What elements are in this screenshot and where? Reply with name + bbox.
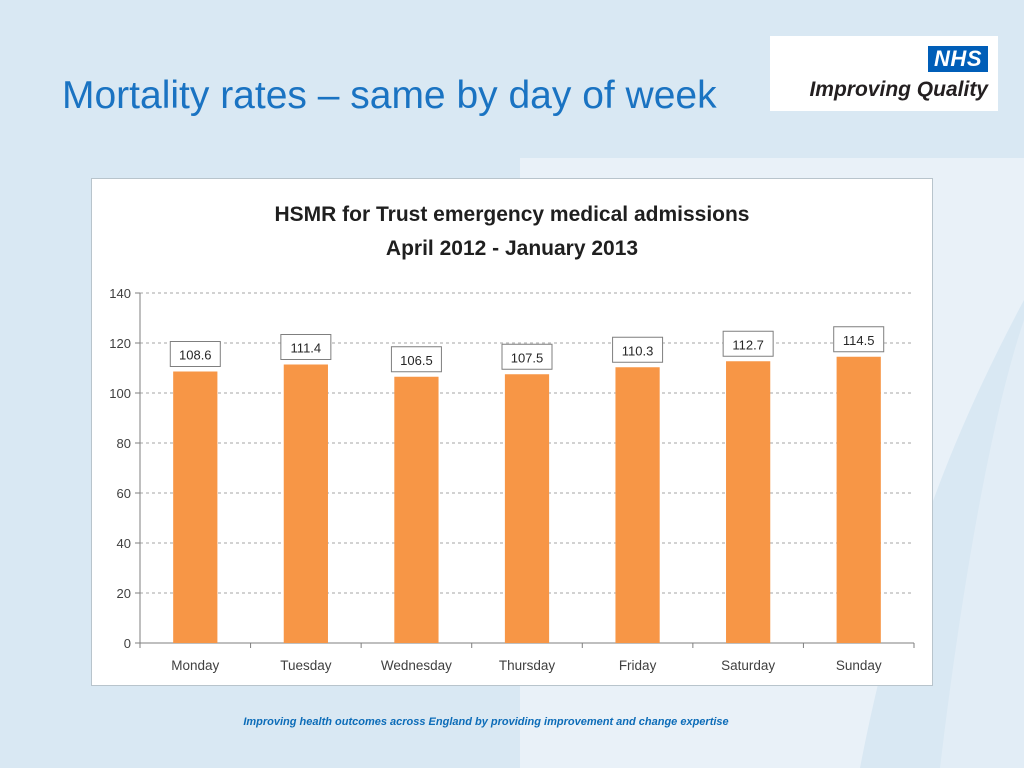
x-tick-labels: Monday Tuesday Wednesday Thursday Friday Satu… [171, 658, 882, 673]
y-tick-label: 60 [117, 486, 131, 501]
data-label: 112.7 [732, 337, 764, 352]
y-tick-labels: 0 20 40 60 80 100 120 140 [109, 286, 131, 651]
chart-title: HSMR for Trust emergency medical admissi… [275, 203, 750, 226]
x-tick-label: Monday [171, 658, 219, 673]
bar-monday [173, 371, 218, 643]
y-tick-label: 140 [109, 286, 131, 301]
data-label: 108.6 [179, 348, 212, 363]
bars [173, 356, 881, 643]
nhs-badge: NHS [928, 46, 988, 72]
nhs-logo: NHS Improving Quality [770, 36, 998, 111]
data-label-box [390, 346, 442, 373]
data-label-box [501, 343, 553, 370]
data-label: 107.5 [511, 350, 544, 365]
chart-subtitle: April 2012 - January 2013 [386, 237, 638, 260]
slide-title: Mortality rates – same by day of week [62, 74, 717, 117]
y-tick-label: 120 [109, 336, 131, 351]
y-tick-label: 80 [117, 436, 131, 451]
bar-tuesday [283, 364, 328, 643]
bar-sunday [836, 356, 881, 643]
data-label: 111.4 [291, 341, 322, 356]
y-tick-label: 40 [117, 536, 131, 551]
data-label: 114.5 [843, 333, 875, 348]
chart-panel: HSMR for Trust emergency medical admissi… [91, 178, 933, 686]
bar-thursday [504, 374, 550, 643]
footer-tagline: Improving health outcomes across England… [243, 716, 729, 728]
x-tick-label: Tuesday [280, 658, 332, 673]
x-tick-label: Saturday [721, 658, 775, 673]
x-tick-label: Sunday [836, 658, 882, 673]
data-label: 106.5 [400, 353, 433, 368]
y-tick-label: 100 [109, 386, 131, 401]
bar-wednesday [394, 376, 439, 643]
logo-subtitle: Improving Quality [809, 78, 988, 101]
x-tick-label: Friday [619, 658, 657, 673]
x-tick-label: Wednesday [381, 658, 452, 673]
data-label-box [612, 336, 664, 363]
data-label-box [169, 341, 221, 367]
data-label: 110.3 [622, 343, 654, 358]
y-tick-label: 20 [117, 586, 131, 601]
x-tick-label: Thursday [499, 658, 556, 673]
data-label-box [722, 330, 774, 357]
bar-saturday [726, 361, 771, 643]
y-tick-label: 0 [124, 636, 131, 651]
data-labels: 108.6 111.4 106.5 107.5 110.3 112.7 114.5 [169, 326, 885, 373]
hsmr-bar-chart: HSMR for Trust emergency medical admissi… [109, 203, 915, 673]
bar-friday [615, 367, 660, 643]
data-label-box [280, 334, 332, 360]
data-label-box [833, 326, 885, 353]
